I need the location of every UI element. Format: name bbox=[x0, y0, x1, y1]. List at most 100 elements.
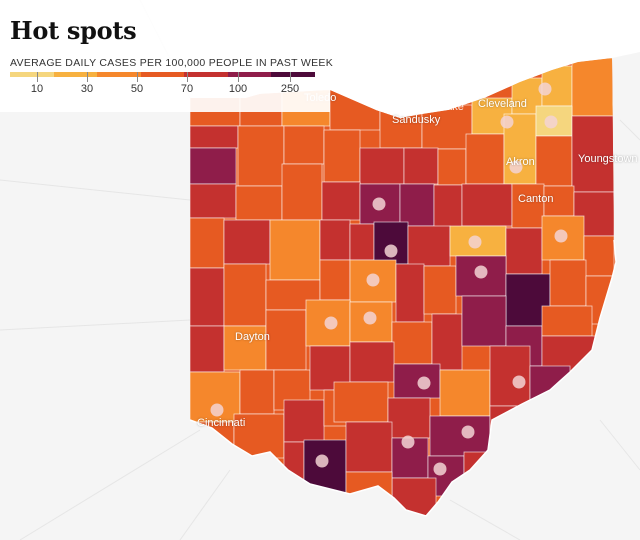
lake-erie bbox=[300, 0, 640, 118]
legend-tick bbox=[238, 72, 239, 82]
legend-tick-label: 30 bbox=[80, 83, 94, 95]
hotspot-dot bbox=[468, 235, 482, 249]
county bbox=[345, 471, 393, 503]
county bbox=[223, 219, 271, 265]
county bbox=[387, 397, 431, 439]
county bbox=[399, 183, 435, 227]
county bbox=[319, 259, 351, 301]
legend-color-bar bbox=[10, 72, 316, 77]
county bbox=[265, 309, 307, 371]
city-label-cleveland: Cleveland bbox=[478, 98, 527, 110]
county bbox=[237, 125, 285, 187]
hotspot-dot bbox=[433, 462, 447, 476]
county bbox=[437, 148, 467, 186]
county bbox=[505, 227, 543, 275]
county bbox=[571, 58, 615, 117]
map-header: Hot spots AVERAGE DAILY CASES PER 100,00… bbox=[0, 0, 334, 112]
county bbox=[321, 181, 361, 221]
legend-tick-label: 50 bbox=[130, 83, 144, 95]
hotspot-dot bbox=[401, 435, 415, 449]
county bbox=[433, 184, 463, 228]
county bbox=[283, 441, 305, 493]
county bbox=[541, 305, 593, 337]
county bbox=[489, 345, 531, 407]
legend-tick-label: 10 bbox=[30, 83, 44, 95]
page-title: Hot spots bbox=[10, 16, 137, 45]
city-label-dayton: Dayton bbox=[235, 331, 270, 343]
hotspot-dot bbox=[554, 229, 568, 243]
city-label-youngstown: Youngstown bbox=[578, 153, 638, 165]
hotspot-dot bbox=[461, 425, 475, 439]
hotspot-dot bbox=[363, 311, 377, 325]
legend-swatch bbox=[53, 72, 98, 77]
county bbox=[373, 221, 409, 265]
legend-tick-label: 100 bbox=[228, 83, 248, 95]
hotspot-dot bbox=[210, 403, 224, 417]
county bbox=[583, 235, 615, 277]
hotspot-dot bbox=[538, 82, 552, 96]
legend-swatch bbox=[184, 72, 228, 77]
county bbox=[223, 263, 267, 327]
county bbox=[393, 363, 441, 399]
county bbox=[190, 125, 239, 149]
legend-swatch bbox=[10, 72, 54, 77]
county bbox=[190, 147, 237, 185]
county bbox=[391, 321, 433, 365]
hotspot-dot bbox=[366, 273, 380, 287]
county bbox=[461, 295, 507, 347]
county bbox=[283, 399, 325, 443]
city-label-canton: Canton bbox=[518, 193, 554, 205]
hotspot-dot bbox=[372, 197, 386, 211]
county bbox=[345, 421, 393, 473]
county bbox=[281, 163, 323, 221]
county bbox=[333, 381, 389, 423]
county bbox=[269, 219, 321, 281]
hotspot-dot bbox=[544, 115, 558, 129]
county bbox=[543, 185, 575, 217]
county bbox=[190, 325, 225, 373]
county bbox=[239, 369, 275, 415]
hotspot-dot bbox=[474, 265, 488, 279]
city-label-cincinnati: Cincinnati bbox=[197, 417, 246, 429]
hotspot-dot bbox=[384, 244, 398, 258]
hotspot-dot bbox=[509, 160, 523, 174]
hotspot-dot bbox=[315, 454, 329, 468]
legend-tick-label: 70 bbox=[180, 83, 194, 95]
county bbox=[461, 183, 513, 227]
county bbox=[349, 223, 375, 261]
legend-swatch bbox=[140, 72, 185, 77]
legend-tick bbox=[137, 72, 138, 82]
legend-swatch bbox=[97, 72, 141, 77]
lake-label: Lake bbox=[440, 101, 464, 113]
county bbox=[429, 415, 491, 457]
outside-land-south bbox=[189, 239, 617, 517]
legend-tick bbox=[187, 72, 188, 82]
county bbox=[190, 183, 237, 219]
county bbox=[283, 125, 325, 165]
counties bbox=[190, 58, 615, 516]
county bbox=[190, 217, 225, 269]
county bbox=[465, 133, 505, 185]
county bbox=[431, 313, 463, 371]
hotspot-dot bbox=[500, 115, 514, 129]
county bbox=[235, 185, 283, 221]
county bbox=[319, 219, 351, 261]
county bbox=[223, 325, 267, 371]
legend-tick bbox=[87, 72, 88, 82]
city-label-sandusky: Sandusky bbox=[392, 114, 441, 126]
county bbox=[395, 263, 425, 323]
county bbox=[529, 365, 571, 407]
legend-tick bbox=[37, 72, 38, 82]
legend-subtitle: AVERAGE DAILY CASES PER 100,000 PEOPLE I… bbox=[10, 57, 334, 69]
hotspot-dot bbox=[417, 376, 431, 390]
color-legend: 10 30 50 70 100 250 bbox=[10, 72, 316, 104]
county bbox=[511, 183, 545, 229]
county bbox=[407, 225, 451, 267]
city-label-akron: Akron bbox=[506, 156, 535, 168]
county bbox=[323, 129, 361, 183]
county bbox=[549, 259, 587, 307]
hotspot-dots bbox=[210, 82, 568, 476]
hotspot-dot bbox=[324, 316, 338, 330]
county bbox=[535, 135, 573, 187]
